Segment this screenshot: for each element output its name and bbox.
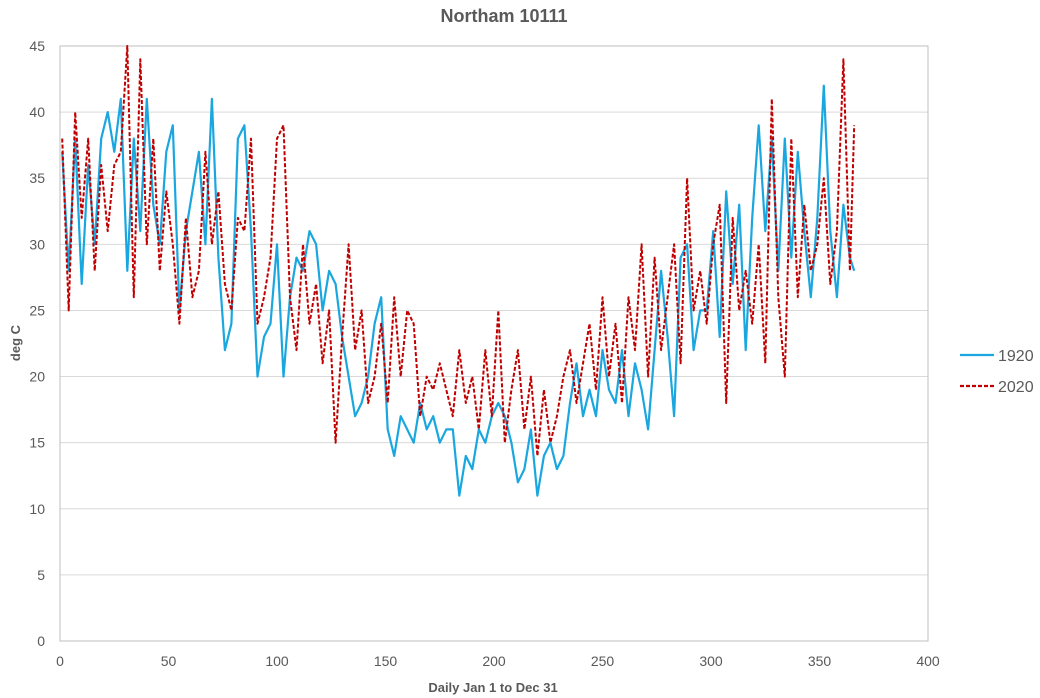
y-tick-label: 10 <box>29 501 45 517</box>
x-axis-label: Daily Jan 1 to Dec 31 <box>428 680 557 695</box>
series-line-2020 <box>61 45 856 457</box>
y-tick-label: 25 <box>29 302 45 318</box>
y-tick-label: 20 <box>29 369 45 385</box>
series-line-1920 <box>61 84 856 497</box>
x-tick-label: 100 <box>265 653 289 669</box>
legend-label-2020: 2020 <box>998 379 1034 396</box>
y-tick-label: 40 <box>29 104 45 120</box>
series-lines <box>61 45 856 497</box>
x-axis-ticks: 0 50 100 150 200 250 300 350 400 <box>56 653 940 669</box>
y-axis-label: deg C <box>8 324 23 361</box>
legend: 1920 2020 <box>960 348 1034 396</box>
x-tick-label: 200 <box>482 653 506 669</box>
x-tick-label: 150 <box>374 653 398 669</box>
y-tick-label: 15 <box>29 435 45 451</box>
gridlines <box>60 45 928 642</box>
legend-label-1920: 1920 <box>998 348 1034 365</box>
y-tick-label: 30 <box>29 236 45 252</box>
y-tick-label: 5 <box>37 567 45 583</box>
y-tick-label: 0 <box>37 633 45 649</box>
x-tick-label: 400 <box>916 653 940 669</box>
plot-area <box>59 45 929 642</box>
x-tick-label: 300 <box>699 653 723 669</box>
x-tick-label: 0 <box>56 653 64 669</box>
x-tick-label: 50 <box>161 653 177 669</box>
x-tick-label: 250 <box>591 653 615 669</box>
y-tick-label: 45 <box>29 38 45 54</box>
chart-title: Northam 10111 <box>440 6 567 26</box>
y-tick-label: 35 <box>29 170 45 186</box>
x-tick-label: 350 <box>808 653 832 669</box>
y-axis-ticks: 0 5 10 15 20 25 30 35 40 45 <box>29 38 45 649</box>
